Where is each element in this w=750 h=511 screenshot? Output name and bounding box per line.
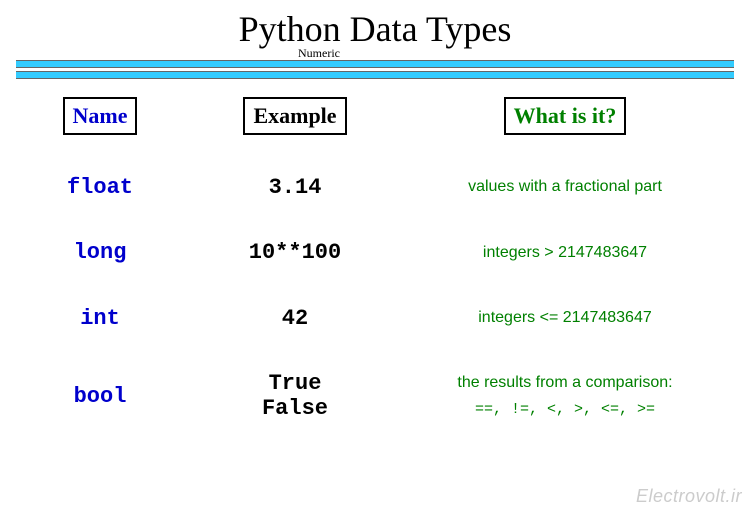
page-title: Python Data Types (239, 8, 512, 50)
watermark: Electrovolt.ir (636, 486, 742, 507)
title-area: Python Data Types Numeric (0, 0, 750, 50)
divider (16, 60, 734, 79)
example-cell: True False (180, 371, 410, 422)
example-cell: 10**100 (180, 240, 410, 265)
header-name-label: Name (63, 97, 138, 135)
subtitle: Numeric (298, 46, 340, 61)
table-row: int 42 integers <= 2147483647 (20, 306, 730, 331)
name-cell: long (20, 240, 180, 265)
name-cell: float (20, 175, 180, 200)
data-types-table: Name Example What is it? float 3.14 valu… (20, 97, 730, 421)
what-text: the results from a comparison: (457, 374, 672, 391)
table-row: float 3.14 values with a fractional part (20, 175, 730, 200)
header-example-label: Example (243, 97, 346, 135)
header-cell-name: Name (20, 97, 180, 135)
what-cell: integers > 2147483647 (410, 243, 720, 264)
header-what-label: What is it? (504, 97, 627, 135)
divider-bar-bottom (16, 71, 734, 79)
name-cell: int (20, 306, 180, 331)
header-row: Name Example What is it? (20, 97, 730, 135)
header-cell-example: Example (180, 97, 410, 135)
name-cell: bool (20, 384, 180, 409)
what-cell: values with a fractional part (410, 177, 720, 198)
example-cell: 42 (180, 306, 410, 331)
what-cell: integers <= 2147483647 (410, 308, 720, 329)
table-row: bool True False the results from a compa… (20, 371, 730, 422)
what-cell: the results from a comparison: ==, !=, <… (410, 373, 720, 419)
header-cell-what: What is it? (410, 97, 720, 135)
what-ops: ==, !=, <, >, <=, >= (410, 400, 720, 420)
example-cell: 3.14 (180, 175, 410, 200)
divider-bar-top (16, 60, 734, 68)
table-row: long 10**100 integers > 2147483647 (20, 240, 730, 265)
